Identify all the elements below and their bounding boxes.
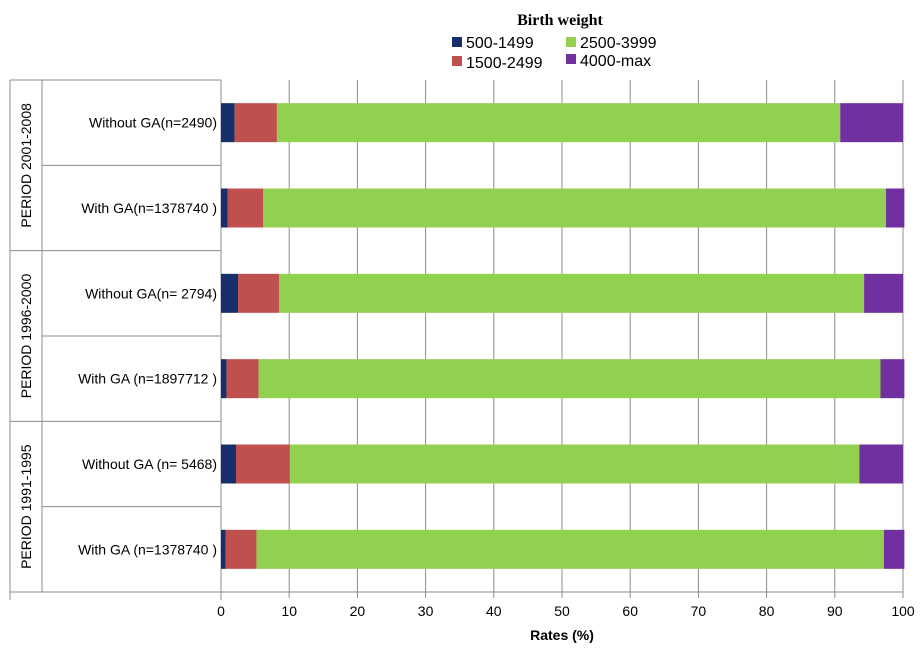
category-axis-frame [9,79,903,600]
x-tick-label: 90 [827,603,843,619]
bar-segment-1500-2499 [236,444,290,484]
x-tick-label: 70 [691,603,707,619]
bar-segment-2500-3999 [276,103,841,143]
category-label: With GA (n=1897712 ) [78,371,217,387]
category-label: With GA (n=1378740 ) [78,541,217,557]
group-label: PERIOD 1991-1995 [18,444,34,569]
bar-segment-1500-2499 [225,529,257,569]
bar-segment-4000-max [840,103,903,143]
x-tick-label: 50 [554,603,570,619]
bar-segment-2500-3999 [258,359,881,399]
legend: Birth weight 500-1499 2500-3999 1500-249… [452,12,657,72]
bar-segment-500-1499 [221,273,239,313]
gridlines [288,80,904,592]
group-label: PERIOD 1996-2000 [18,274,34,399]
legend-label-1500-2499: 1500-2499 [466,55,543,72]
bar-segment-2500-3999 [263,188,886,228]
x-tick-label: 10 [281,603,297,619]
bar-segment-1500-2499 [226,359,259,399]
legend-label-4000-max: 4000-max [580,53,651,70]
legend-swatch-500-1499 [452,37,462,47]
x-axis: 0 10 20 30 40 50 60 70 80 90 100 [217,592,915,619]
bar-segment-1500-2499 [238,273,279,313]
legend-swatch-4000-max [566,54,576,64]
legend-label-2500-3999: 2500-3999 [580,35,657,52]
x-tick-label: 100 [891,603,915,619]
category-labels: PERIOD 2001-2008 PERIOD 1996-2000 PERIOD 1… [18,103,217,569]
bars [221,103,905,569]
bar-segment-4000-max [864,273,903,313]
bar-segment-4000-max [880,359,905,399]
group-label: PERIOD 2001-2008 [18,103,34,228]
legend-swatch-2500-3999 [566,37,576,47]
x-tick-label: 40 [486,603,502,619]
category-label: Without GA(n=2490) [89,115,217,131]
legend-label-500-1499: 500-1499 [466,35,534,52]
x-tick-label: 80 [759,603,775,619]
bar-segment-500-1499 [221,188,228,228]
category-label: With GA(n=1378740 ) [81,200,217,216]
bar-segment-1500-2499 [234,103,277,143]
bar-segment-4000-max [859,444,903,484]
bar-segment-500-1499 [221,359,227,399]
legend-title: Birth weight [517,12,603,29]
x-tick-label: 60 [622,603,638,619]
bar-segment-2500-3999 [278,273,865,313]
x-tick-label: 30 [418,603,434,619]
bar-segment-2500-3999 [256,529,884,569]
bar-segment-2500-3999 [289,444,860,484]
bar-segment-4000-max [885,188,905,228]
bar-segment-500-1499 [221,529,226,569]
category-label: Without GA (n= 5468) [82,456,217,472]
x-axis-title: Rates (%) [530,627,594,643]
bar-segment-1500-2499 [227,188,264,228]
bar-segment-500-1499 [221,103,235,143]
x-tick-label: 20 [350,603,366,619]
bar-segment-4000-max [883,529,905,569]
legend-swatch-1500-2499 [452,56,462,66]
bar-segment-500-1499 [221,444,237,484]
x-tick-label: 0 [217,603,225,619]
category-label: Without GA(n= 2794) [85,285,217,301]
